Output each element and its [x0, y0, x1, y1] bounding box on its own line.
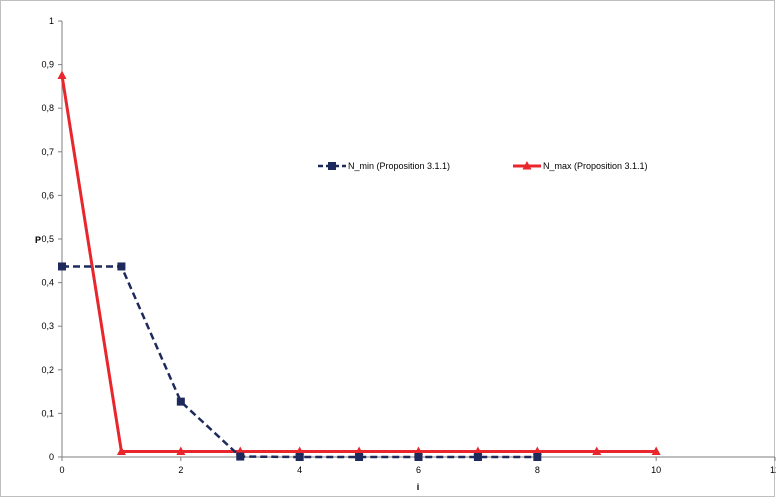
x-tick-label: 8 — [535, 465, 540, 475]
data-point — [651, 446, 661, 456]
y-tick-label: 0,5 — [41, 234, 54, 244]
data-point — [533, 453, 542, 461]
data-point — [414, 446, 423, 456]
legend-label: N_max (Proposition 3.1.1) — [543, 161, 648, 171]
data-point — [176, 397, 185, 406]
data-point — [236, 452, 245, 461]
data-point — [532, 446, 542, 456]
data-point — [57, 70, 67, 79]
x-tick-label: 12 — [770, 465, 776, 475]
y-tick-label: 0 — [49, 452, 54, 462]
data-point — [58, 262, 66, 271]
data-point — [414, 453, 423, 461]
y-tick-label: 0,1 — [41, 408, 54, 418]
series-line — [60, 75, 657, 454]
x-tick-label: 10 — [651, 465, 661, 475]
series-line — [62, 265, 538, 459]
data-point — [176, 446, 186, 456]
data-point — [117, 262, 126, 271]
data-point — [473, 446, 483, 456]
y-tick-label: 0,7 — [41, 147, 54, 157]
data-point — [473, 453, 482, 461]
legend-entry: N_max (Proposition 3.1.1) — [513, 161, 648, 171]
y-tick-label: 0,4 — [41, 278, 54, 288]
data-point — [295, 446, 305, 456]
y-tick-label: 0,3 — [41, 321, 54, 331]
series-layer — [57, 70, 661, 461]
x-axis-title: i — [417, 482, 420, 492]
y-tick-label: 0,2 — [41, 365, 54, 375]
y-tick-label: 0,8 — [41, 103, 54, 113]
x-tick-label: 6 — [416, 465, 421, 475]
y-tick-label: 0,9 — [41, 60, 54, 70]
data-point — [116, 446, 126, 456]
x-tick-label: 0 — [59, 465, 64, 475]
y-axis-ticks: 0 0,1 0,2 0,3 0,4 0,5 0,6 0,7 0,8 0,9 1 — [41, 16, 62, 462]
x-tick-label: 2 — [178, 465, 183, 475]
series-n-min — [58, 262, 542, 461]
x-tick-label: 4 — [297, 465, 302, 475]
y-tick-label: 0,6 — [41, 190, 54, 200]
data-point — [355, 453, 364, 461]
axes — [61, 21, 775, 458]
series-n-max — [57, 70, 661, 456]
y-tick-label: 1 — [49, 16, 54, 26]
legend-marker — [522, 161, 532, 170]
legend: N_min (Proposition 3.1.1) N_max (Proposit… — [318, 161, 648, 171]
data-point — [592, 446, 602, 456]
legend-label: N_min (Proposition 3.1.1) — [348, 161, 450, 171]
data-point — [295, 453, 304, 461]
data-point — [354, 446, 364, 456]
legend-entry: N_min (Proposition 3.1.1) — [318, 161, 450, 171]
y-axis-title: P — [35, 235, 41, 245]
legend-marker — [328, 162, 336, 170]
